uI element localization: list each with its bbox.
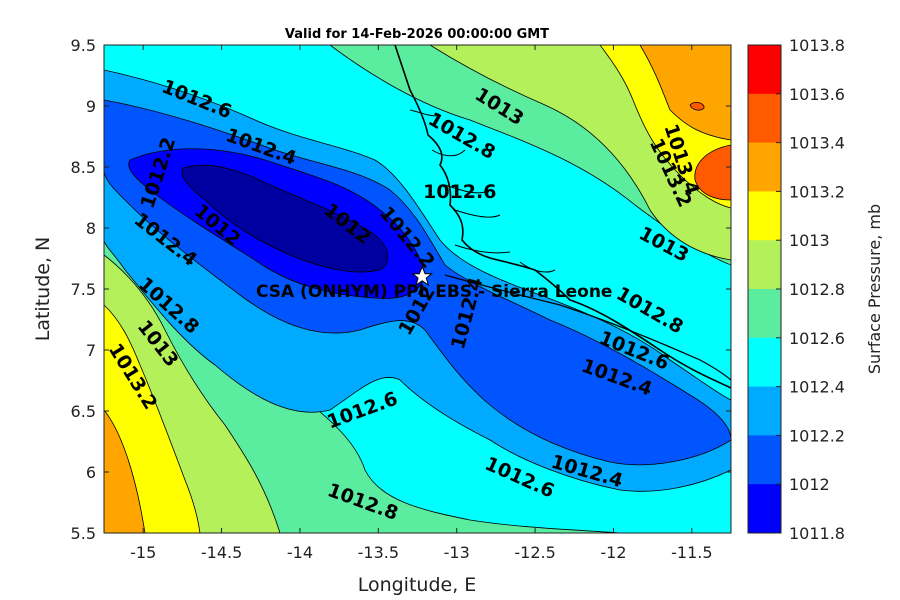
colorbar-band <box>748 191 781 241</box>
colorbar-band <box>748 289 781 339</box>
y-tick-label: 5.5 <box>71 524 96 543</box>
y-tick-label: 9.5 <box>71 36 96 55</box>
x-axis-label: Longitude, E <box>358 574 477 596</box>
x-tick-label: -14.5 <box>201 543 242 562</box>
colorbar-band <box>748 45 781 95</box>
y-tick-label: 7 <box>86 341 96 360</box>
colorbar-label: 1013.8 <box>789 36 845 55</box>
band-1013.6-ne <box>694 144 731 201</box>
colorbar-band <box>748 386 781 436</box>
x-tick-label: -15 <box>130 543 156 562</box>
colorbar-label: 1013 <box>789 231 830 250</box>
colorbar-title: Surface Pressure, mb <box>865 204 884 374</box>
colorbar-label: 1013.4 <box>789 134 845 153</box>
colorbar-label: 1012.6 <box>789 329 845 348</box>
coastline-inner <box>444 274 731 381</box>
rivers <box>409 109 556 273</box>
station-label: CSA (ONHYM) PPL EBS - Sierra Leone <box>256 282 613 302</box>
station-star-marker[interactable] <box>411 265 434 287</box>
x-axis: -15 -14.5 -14 -13.5 -13 -12.5 -12 -11.5 <box>130 45 713 562</box>
band-1011.8 <box>181 164 389 273</box>
y-axis-label: Latitude, N <box>32 237 54 342</box>
x-tick-label: -12 <box>600 543 626 562</box>
x-tick-label: -12.5 <box>514 543 555 562</box>
colorbar-band <box>748 337 781 388</box>
colorbar-label: 1012.2 <box>789 426 845 445</box>
colorbar-label: 1012.8 <box>789 280 845 299</box>
band-1013.6-ne-small <box>689 102 705 111</box>
x-tick-label: -13.5 <box>358 543 399 562</box>
y-tick-label: 9 <box>86 97 96 116</box>
colorbar-band <box>748 435 781 485</box>
x-tick-label: -14 <box>287 543 313 562</box>
colorbar-band <box>748 142 781 192</box>
y-tick-label: 6.5 <box>71 402 96 421</box>
chart-title: Valid for 14-Feb-2026 00:00:00 GMT <box>285 27 549 42</box>
coastline <box>394 45 731 389</box>
y-axis: 5.5 6 6.5 7 7.5 8 8.5 9 9.5 <box>71 36 731 543</box>
band-1013.4-ne <box>639 45 731 141</box>
colorbar-label: 1012 <box>789 475 830 494</box>
y-tick-label: 8.5 <box>71 158 96 177</box>
y-tick-label: 7.5 <box>71 280 96 299</box>
contour-label: 1012.6 <box>423 181 496 203</box>
colorbar-label: 1013.2 <box>789 182 845 201</box>
colorbar-label: 1011.8 <box>789 524 845 543</box>
colorbar-label: 1013.6 <box>789 85 845 104</box>
colorbar-band <box>748 240 781 290</box>
colorbar-label: 1012.4 <box>789 378 845 397</box>
x-tick-label: -13 <box>444 543 470 562</box>
station-group: CSA (ONHYM) PPL EBS - Sierra Leone <box>256 265 613 302</box>
x-tick-label: -11.5 <box>671 543 712 562</box>
y-tick-label: 8 <box>86 219 96 238</box>
colorbar-band <box>748 484 781 534</box>
colorbar: 1013.8 1013.6 1013.4 1013.2 1013 1012.8 1012.6… <box>747 36 845 543</box>
y-tick-label: 6 <box>86 463 96 482</box>
colorbar-band <box>748 93 781 144</box>
